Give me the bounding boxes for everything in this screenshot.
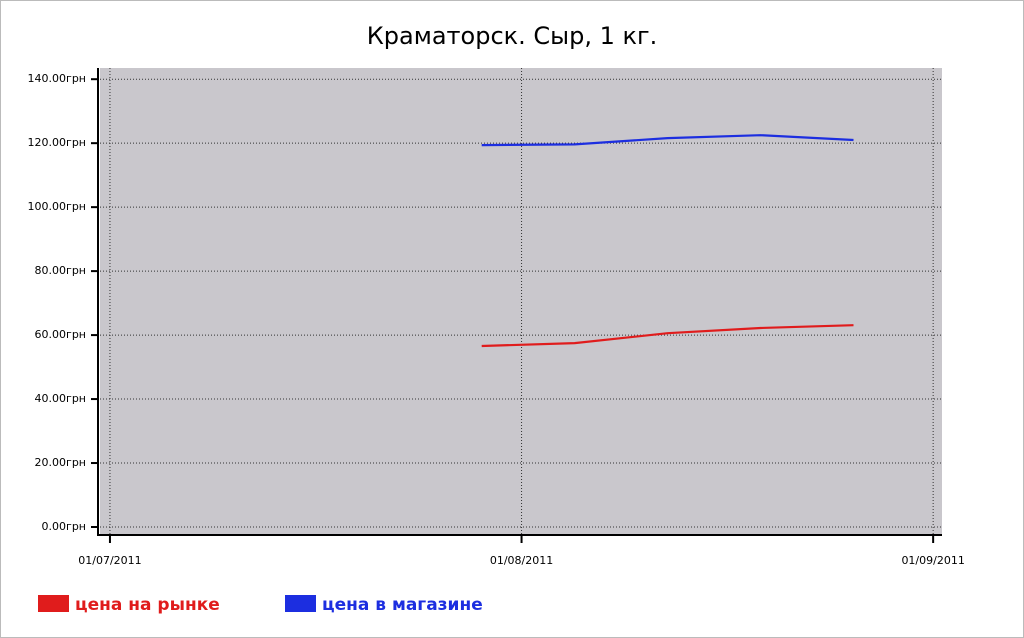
y-tick-label: 120.00грн xyxy=(28,136,86,149)
x-tick-label: 01/07/2011 xyxy=(78,554,141,567)
legend-label: цена на рынке xyxy=(75,595,220,615)
series-line xyxy=(481,134,854,147)
x-tick-label: 01/08/2011 xyxy=(490,554,553,567)
legend-label: цена в магазине xyxy=(322,595,483,615)
y-tick-label: 20.00грн xyxy=(35,456,86,469)
x-tick-label: 01/09/2011 xyxy=(901,554,964,567)
legend-swatch xyxy=(285,595,316,612)
chart-title: Краматорск. Сыр, 1 кг. xyxy=(367,22,657,50)
y-tick-label: 60.00грн xyxy=(35,328,86,341)
y-tick-label: 40.00грн xyxy=(35,392,86,405)
y-tick-label: 140.00грн xyxy=(28,72,86,85)
series-line xyxy=(481,324,854,348)
y-tick-label: 100.00грн xyxy=(28,200,86,213)
y-tick-label: 80.00грн xyxy=(35,264,86,277)
y-tick-label: 0.00грн xyxy=(42,520,86,533)
legend-swatch xyxy=(38,595,69,612)
